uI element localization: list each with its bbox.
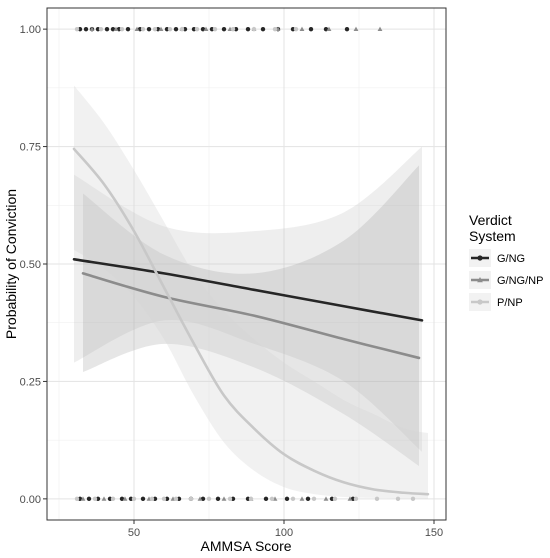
point-gngnp [353, 26, 359, 32]
x-tick-label: 150 [425, 527, 443, 539]
legend-label-pnp: P/NP [497, 297, 523, 309]
point-pnp [251, 26, 257, 32]
legend-key-gngnp [469, 271, 491, 289]
legend-title-line-1: Verdict [469, 212, 512, 228]
point-pnp [353, 496, 359, 502]
x-tick-label: 100 [275, 527, 293, 539]
legend-title-line-2: System [469, 228, 516, 244]
point-gng [284, 496, 290, 502]
legend-keys [469, 249, 491, 311]
point-gng [305, 496, 311, 502]
point-gngnp [347, 496, 353, 501]
data-points [74, 26, 416, 502]
point-gng [215, 496, 221, 502]
point-pnp [173, 496, 179, 502]
y-tick-label: 0.50 [20, 259, 41, 271]
y-tick-label: 0.75 [20, 142, 41, 154]
fit-line-pnp [72, 147, 430, 496]
point-gngnp [377, 26, 383, 32]
point-gng [125, 26, 131, 32]
point-gngnp [113, 26, 119, 32]
point-gng [263, 496, 269, 502]
y-tick-label: 0.25 [20, 376, 41, 388]
x-axis-title: AMMSA Score [200, 538, 291, 554]
point-gngnp [299, 496, 305, 501]
point-pnp [188, 496, 194, 502]
point-gngnp [134, 26, 140, 32]
point-gng [245, 26, 251, 32]
point-gng [140, 496, 146, 502]
point-gng [104, 26, 110, 32]
legend-key-marker [477, 277, 483, 283]
point-pnp [248, 496, 254, 502]
point-pnp [290, 496, 296, 502]
point-gngnp [197, 496, 203, 501]
point-gng [221, 26, 227, 32]
point-gngnp [122, 496, 128, 501]
point-pnp [230, 26, 236, 32]
point-gngnp [101, 496, 107, 501]
point-pnp [74, 496, 80, 502]
point-pnp [140, 26, 146, 32]
point-pnp [269, 496, 275, 502]
point-gng [344, 26, 350, 32]
point-gng [260, 26, 266, 32]
point-pnp [332, 496, 338, 502]
point-gngnp [323, 496, 329, 501]
point-pnp [410, 496, 416, 502]
y-axis-title: Probability of Conviction [3, 189, 19, 339]
point-pnp [194, 26, 200, 32]
point-gng [83, 26, 89, 32]
point-pnp [119, 26, 125, 32]
point-pnp [74, 26, 80, 32]
point-gngnp [80, 496, 86, 501]
fit-line-gngnp [81, 272, 421, 360]
point-pnp [152, 26, 158, 32]
point-gngnp [326, 26, 332, 32]
fitted-lines [72, 147, 430, 496]
x-axis-ticks: 50 100 150 [128, 520, 443, 539]
point-pnp [131, 496, 137, 502]
legend-label-gng: G/NG [497, 253, 525, 265]
point-pnp [161, 496, 167, 502]
point-pnp [227, 496, 233, 502]
point-gngnp [89, 26, 95, 32]
point-pnp [272, 26, 278, 32]
point-gng [173, 26, 179, 32]
point-pnp [311, 496, 317, 502]
point-pnp [179, 26, 185, 32]
point-gng [308, 26, 314, 32]
point-pnp [92, 496, 98, 502]
legend: Verdict System G/NG G/NG/NP P/NP [469, 212, 543, 311]
point-pnp [149, 496, 155, 502]
legend-label-gngnp: G/NG/NP [497, 275, 543, 287]
legend-key-marker [477, 299, 483, 305]
point-pnp [98, 26, 104, 32]
point-pnp [167, 26, 173, 32]
point-gng [146, 26, 152, 32]
point-gngnp [203, 26, 209, 32]
point-pnp [206, 496, 212, 502]
fit-line-gng [72, 258, 424, 322]
legend-key-gng [469, 249, 491, 267]
point-gngnp [299, 26, 305, 32]
x-tick-label: 50 [128, 527, 140, 539]
point-gng [86, 496, 92, 502]
legend-key-marker [477, 255, 483, 261]
point-gngnp [221, 496, 227, 501]
point-pnp [110, 496, 116, 502]
y-tick-label: 0.00 [20, 494, 41, 506]
point-pnp [374, 496, 380, 502]
point-gngnp [158, 26, 164, 32]
point-pnp [395, 496, 401, 502]
legend-key-pnp [469, 293, 491, 311]
y-tick-label: 1.00 [20, 24, 41, 36]
point-pnp [212, 26, 218, 32]
point-pnp [293, 26, 299, 32]
ci-band-gng [74, 146, 422, 452]
y-axis-ticks: 0.00 0.25 0.50 0.75 1.00 [20, 24, 47, 506]
